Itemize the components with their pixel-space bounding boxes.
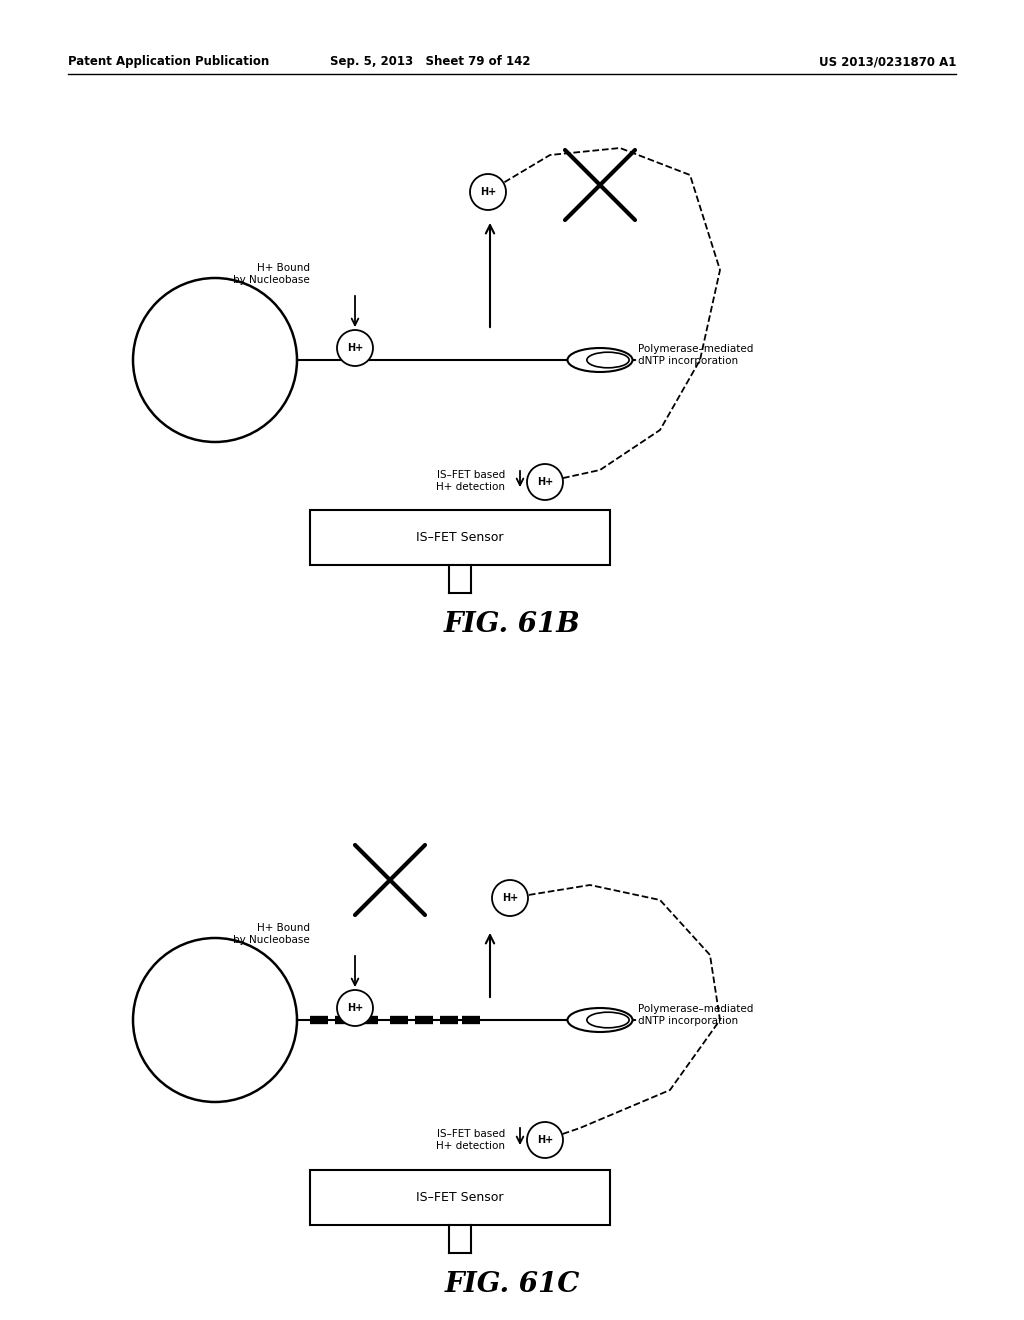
Text: Patent Application Publication: Patent Application Publication: [68, 55, 269, 69]
Text: FIG. 61B: FIG. 61B: [443, 611, 581, 639]
Text: FIG. 61C: FIG. 61C: [444, 1271, 580, 1299]
Circle shape: [337, 330, 373, 366]
Circle shape: [527, 1122, 563, 1158]
Text: H+: H+: [480, 187, 496, 197]
Text: H+: H+: [347, 1003, 364, 1012]
Text: H+ Bound
by Nucleobase: H+ Bound by Nucleobase: [233, 264, 310, 285]
Text: H+: H+: [537, 477, 553, 487]
Circle shape: [470, 174, 506, 210]
Bar: [310, 1170, 610, 1225]
Text: IS–FET Sensor: IS–FET Sensor: [416, 531, 504, 544]
Text: IS–FET based
H+ detection: IS–FET based H+ detection: [436, 470, 505, 492]
Circle shape: [492, 880, 528, 916]
Circle shape: [337, 990, 373, 1026]
Ellipse shape: [587, 1012, 629, 1028]
Text: H+: H+: [502, 894, 518, 903]
Ellipse shape: [567, 348, 633, 372]
Text: Sep. 5, 2013   Sheet 79 of 142: Sep. 5, 2013 Sheet 79 of 142: [330, 55, 530, 69]
Circle shape: [527, 465, 563, 500]
Text: IS–FET Sensor: IS–FET Sensor: [416, 1191, 504, 1204]
Text: H+: H+: [537, 1135, 553, 1144]
Text: Polymerase–mediated
dNTP incorporation: Polymerase–mediated dNTP incorporation: [638, 345, 754, 366]
Ellipse shape: [567, 1008, 633, 1032]
Bar: [310, 510, 610, 565]
Text: IS–FET based
H+ detection: IS–FET based H+ detection: [436, 1129, 505, 1151]
Text: US 2013/0231870 A1: US 2013/0231870 A1: [818, 55, 956, 69]
Text: Polymerase–mediated
dNTP incorporation: Polymerase–mediated dNTP incorporation: [638, 1005, 754, 1026]
Text: H+ Bound
by Nucleobase: H+ Bound by Nucleobase: [233, 924, 310, 945]
Text: H+: H+: [347, 343, 364, 352]
Ellipse shape: [587, 352, 629, 368]
